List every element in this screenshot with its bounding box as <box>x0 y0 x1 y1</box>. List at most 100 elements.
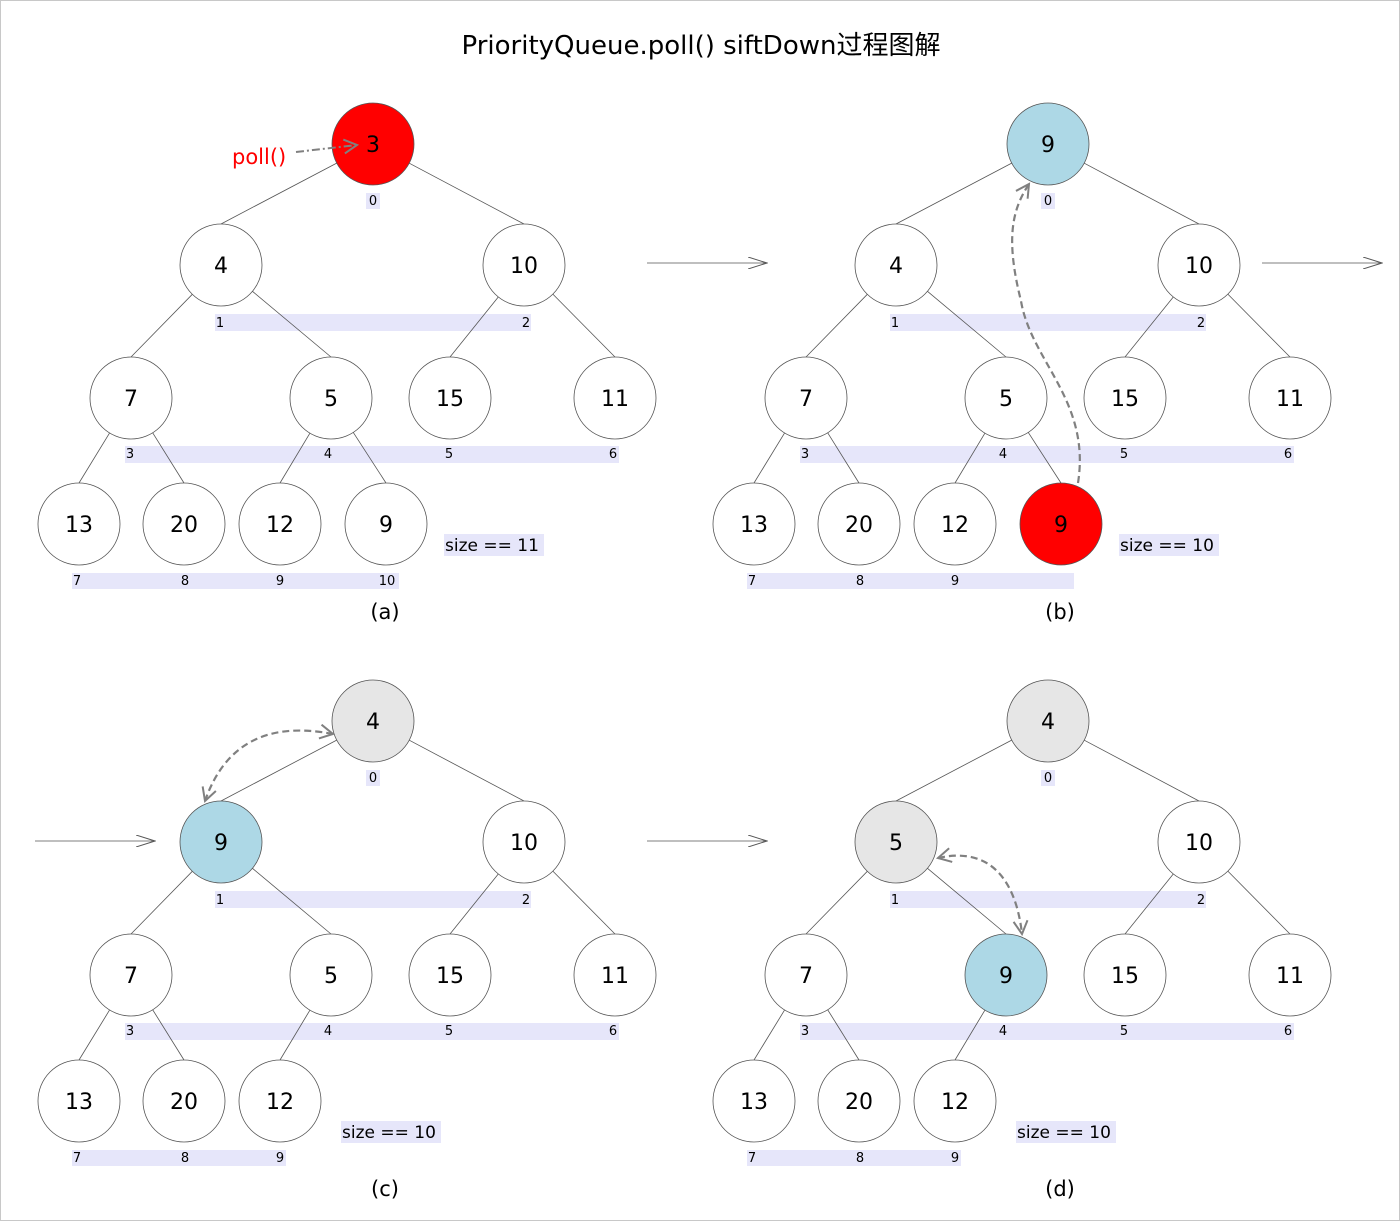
heap-node-0: 3 <box>331 102 415 186</box>
heap-node-8: 20 <box>142 1059 226 1143</box>
node-circle <box>1006 679 1090 763</box>
node-circle <box>482 800 566 884</box>
array-index-label: 2 <box>1197 316 1205 331</box>
array-index-label: 1 <box>891 316 899 331</box>
node-value: 15 <box>1111 387 1139 412</box>
node-value: 9 <box>999 964 1013 989</box>
array-index-label: 8 <box>181 574 189 589</box>
array-index-label: 7 <box>73 1151 81 1166</box>
tree-edge <box>954 1009 986 1061</box>
node-circle <box>913 1059 997 1143</box>
tree-edge <box>152 432 185 484</box>
heap-node-6: 11 <box>573 933 657 1017</box>
array-index-label: 6 <box>609 447 617 462</box>
node-circle <box>37 1059 121 1143</box>
size-label-bg <box>341 1121 441 1143</box>
node-value: 5 <box>324 387 338 412</box>
index-bar-level1 <box>890 891 1206 908</box>
tree-edge <box>1124 296 1174 358</box>
index-bar-level3 <box>72 1150 286 1166</box>
panel-caption: (d) <box>1045 1177 1075 1201</box>
tree-edge <box>130 294 193 358</box>
heap-node-5: 15 <box>1083 356 1167 440</box>
heap-node-9: 12 <box>238 482 322 566</box>
node-circle <box>89 356 173 440</box>
diagram-title: PriorityQueue.poll() siftDown过程图解 <box>461 31 941 61</box>
heap-node-4: 5 <box>289 356 373 440</box>
tree-edge <box>927 290 1007 358</box>
array-index-label: 3 <box>126 1024 134 1039</box>
index-bar-level3 <box>747 573 1074 589</box>
node-value: 3 <box>366 133 380 158</box>
heap-node-7: 13 <box>712 482 796 566</box>
node-circle <box>573 933 657 1017</box>
node-circle <box>1157 223 1241 307</box>
tree-edge <box>279 432 311 484</box>
array-index-label: 0 <box>369 194 377 209</box>
heap-node-2: 10 <box>1157 800 1241 884</box>
tree-edge <box>753 1009 785 1061</box>
swap-arrow-d <box>938 856 1022 934</box>
array-index-label: 2 <box>522 893 530 908</box>
array-index-label: 8 <box>856 574 864 589</box>
heap-node-9: 12 <box>913 1059 997 1143</box>
move-last-to-root-arrow <box>1011 184 1081 484</box>
node-value: 13 <box>740 513 768 538</box>
node-circle <box>913 482 997 566</box>
heap-node-6: 11 <box>1248 933 1332 1017</box>
node-circle <box>238 1059 322 1143</box>
array-index-label: 3 <box>801 447 809 462</box>
heap-node-7: 13 <box>37 482 121 566</box>
index-bar-level2 <box>125 1023 619 1040</box>
size-label-bg <box>1119 534 1219 556</box>
node-circle <box>37 482 121 566</box>
node-circle <box>1006 102 1090 186</box>
tree-edge <box>152 1009 185 1061</box>
array-index-label: 4 <box>324 1024 332 1039</box>
node-circle <box>344 482 428 566</box>
node-value: 12 <box>266 513 294 538</box>
heap-node-2: 10 <box>482 800 566 884</box>
panel-caption: (a) <box>370 600 399 624</box>
node-value: 20 <box>845 1090 873 1115</box>
node-value: 9 <box>1054 513 1068 538</box>
array-index-label: 8 <box>181 1151 189 1166</box>
array-index-label: 5 <box>1120 1024 1128 1039</box>
array-index-label: 3 <box>126 447 134 462</box>
heap-node-4: 5 <box>964 356 1048 440</box>
node-circle <box>482 223 566 307</box>
node-value: 4 <box>366 710 380 735</box>
index-bar-level2 <box>800 446 1294 463</box>
node-value: 7 <box>124 964 138 989</box>
panel-caption: (c) <box>371 1177 399 1201</box>
heap-node-1: 9 <box>179 800 263 884</box>
array-index-label: 6 <box>609 1024 617 1039</box>
poll-arrow <box>295 145 357 152</box>
node-value: 20 <box>845 513 873 538</box>
node-circle <box>408 933 492 1017</box>
node-value: 12 <box>941 1090 969 1115</box>
tree-edge <box>279 1009 311 1061</box>
node-circle <box>1157 800 1241 884</box>
node-circle <box>408 356 492 440</box>
heap-node-5: 15 <box>1083 933 1167 1017</box>
array-index-label: 5 <box>1120 447 1128 462</box>
heap-node-5: 15 <box>408 933 492 1017</box>
node-value: 15 <box>436 387 464 412</box>
node-value: 13 <box>65 513 93 538</box>
node-value: 5 <box>324 964 338 989</box>
heap-node-6: 11 <box>1248 356 1332 440</box>
node-value: 9 <box>214 831 228 856</box>
size-label: size == 10 <box>1017 1123 1111 1143</box>
tree-edge <box>1084 162 1200 225</box>
array-index-label: 10 <box>379 574 396 589</box>
index-bar-level2 <box>800 1023 1294 1040</box>
node-value: 9 <box>1041 133 1055 158</box>
node-value: 5 <box>889 831 903 856</box>
node-circle <box>964 356 1048 440</box>
node-value: 4 <box>214 254 228 279</box>
node-circle <box>1019 482 1103 566</box>
node-circle <box>712 1059 796 1143</box>
node-value: 9 <box>379 513 393 538</box>
